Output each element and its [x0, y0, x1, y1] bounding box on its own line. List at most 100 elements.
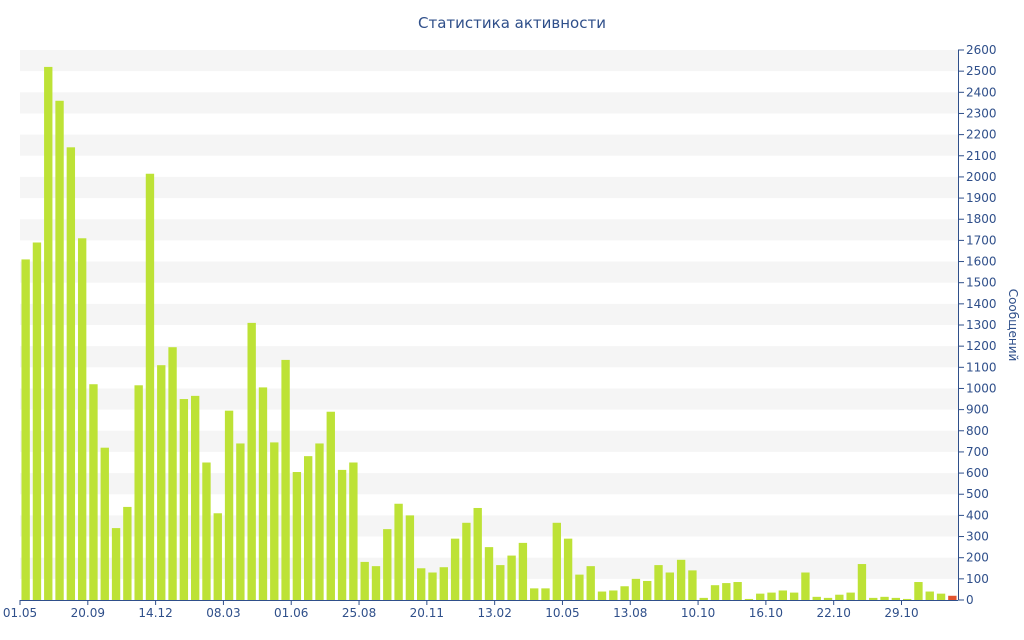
- y-axis-label: Сообщений: [1006, 289, 1020, 362]
- bar: [462, 522, 471, 600]
- bar: [767, 592, 776, 600]
- bar: [496, 565, 505, 600]
- x-tick-label: 20.09: [71, 606, 105, 620]
- bar: [32, 242, 42, 600]
- x-axis-ticks: 01.05 20.09 14.12 08.03 01.06 25.08 20.11 13.02…: [3, 600, 919, 620]
- grid-band: [20, 219, 958, 241]
- bar: [891, 597, 901, 600]
- bar: [450, 538, 460, 600]
- bar: [145, 173, 155, 600]
- x-tick-label: 08.03: [206, 606, 240, 620]
- y-tick-label: 2100: [966, 149, 997, 163]
- bar: [688, 570, 697, 600]
- bar: [315, 443, 324, 600]
- y-tick-label: 2400: [966, 85, 997, 99]
- bar: [281, 359, 290, 600]
- bar: [77, 238, 87, 600]
- bar: [654, 565, 663, 600]
- y-axis-ticks: 0 100 200 300 400 500 600 700 800 900 1000 1100 1200…: [958, 43, 997, 607]
- x-tick-label: 10.05: [545, 606, 579, 620]
- x-tick-label: 25.08: [342, 606, 376, 620]
- x-tick-label: 20.11: [410, 606, 444, 620]
- x-tick-label: 13.02: [477, 606, 511, 620]
- bar: [337, 469, 347, 600]
- bar: [168, 347, 177, 600]
- bar: [518, 542, 528, 600]
- y-tick-label: 1400: [966, 297, 997, 311]
- bar: [744, 598, 754, 600]
- x-tick-label: 16.10: [749, 606, 783, 620]
- bar: [789, 592, 799, 600]
- bar: [902, 598, 912, 600]
- grid-band: [20, 176, 958, 199]
- bar: [326, 411, 335, 600]
- bar: [722, 583, 731, 600]
- bar: [236, 443, 245, 600]
- bar: [552, 522, 561, 600]
- bar: [880, 596, 889, 600]
- y-tick-label: 1900: [966, 191, 997, 205]
- bar: [111, 528, 121, 600]
- bar: [190, 395, 200, 600]
- bar: [778, 590, 788, 600]
- bar: [835, 594, 844, 600]
- x-tick-label: 29.10: [884, 606, 918, 620]
- y-tick-label: 400: [966, 508, 989, 522]
- y-tick-label: 2500: [966, 64, 997, 78]
- y-tick-label: 2000: [966, 170, 997, 184]
- bar: [597, 591, 607, 600]
- bar: [620, 586, 629, 600]
- y-tick-label: 100: [966, 572, 989, 586]
- y-tick-label: 1700: [966, 233, 997, 247]
- bar: [349, 462, 358, 600]
- y-tick-label: 2600: [966, 43, 997, 57]
- bar: [383, 529, 392, 600]
- x-tick-label: 14.12: [138, 606, 172, 620]
- bar: [801, 572, 810, 600]
- bar: [55, 100, 64, 601]
- y-tick-label: 300: [966, 530, 989, 544]
- bar: [925, 591, 934, 600]
- bar: [846, 592, 855, 600]
- bar: [417, 568, 426, 600]
- y-tick-label: 900: [966, 403, 989, 417]
- bar: [371, 566, 381, 600]
- bar: [948, 595, 957, 600]
- bar: [89, 384, 98, 600]
- chart-title: Статистика активности: [418, 14, 606, 32]
- y-tick-label: 800: [966, 424, 989, 438]
- bar: [213, 513, 222, 600]
- bar: [507, 555, 516, 600]
- bar: [224, 410, 234, 600]
- y-tick-label: 1300: [966, 318, 997, 332]
- grid-band: [20, 92, 958, 114]
- bar: [304, 456, 313, 600]
- bar: [733, 582, 742, 600]
- x-tick-label: 01.06: [274, 606, 308, 620]
- y-tick-label: 1100: [966, 360, 997, 374]
- y-tick-label: 1600: [966, 255, 997, 269]
- bar: [21, 259, 30, 600]
- bar: [157, 365, 166, 600]
- bar: [179, 399, 189, 600]
- bar: [100, 447, 109, 600]
- bar: [428, 572, 437, 600]
- bar: [541, 588, 550, 600]
- y-tick-label: 1000: [966, 381, 997, 395]
- x-tick-label: 01.05: [3, 606, 37, 620]
- bar: [631, 578, 641, 600]
- y-tick-label: 200: [966, 551, 989, 565]
- bar: [123, 506, 132, 600]
- x-tick-label: 22.10: [817, 606, 851, 620]
- bar: [699, 597, 708, 600]
- bar: [394, 503, 403, 600]
- bar: [823, 597, 833, 600]
- bar: [710, 585, 720, 600]
- bar: [405, 515, 415, 600]
- bar: [609, 590, 618, 600]
- grid-band: [20, 346, 958, 368]
- bar: [914, 582, 923, 600]
- bar: [676, 559, 686, 600]
- bar: [936, 593, 946, 600]
